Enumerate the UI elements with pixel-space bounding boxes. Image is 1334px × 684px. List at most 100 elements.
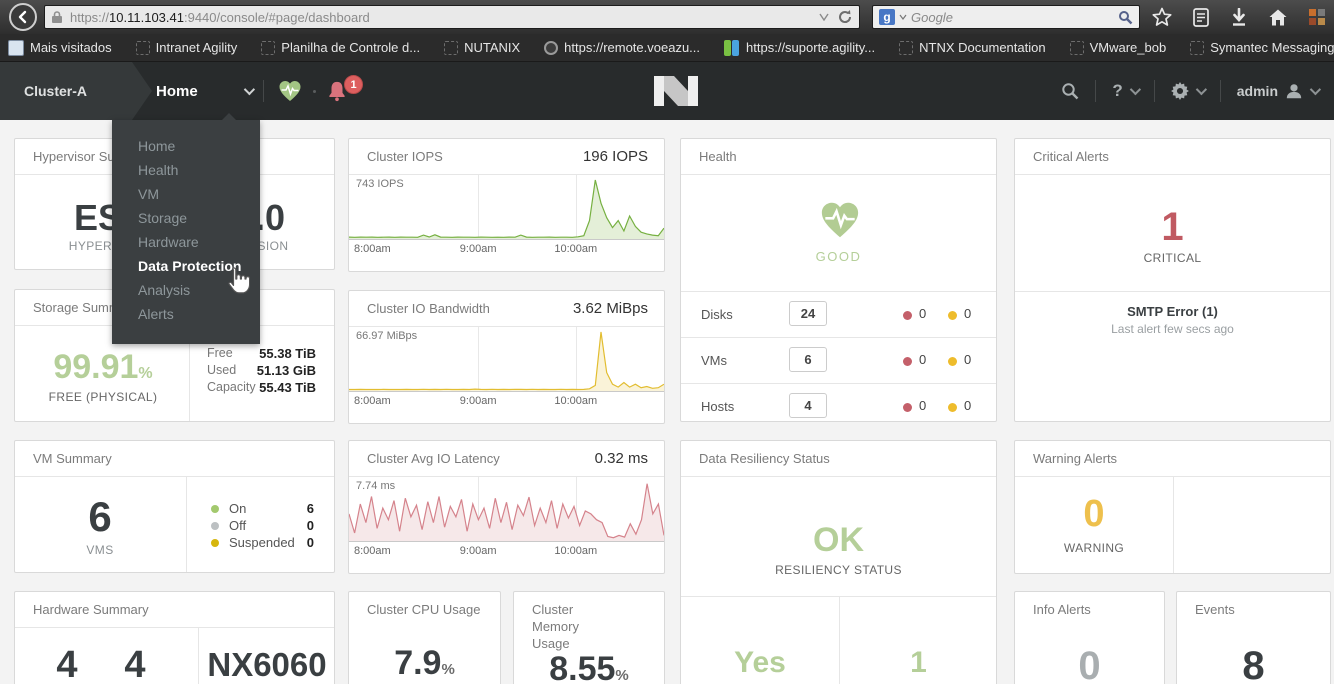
widget-health: Health GOOD Disks 24 0 0 VMs 6 0 0 xyxy=(680,138,997,422)
menu-item-storage[interactable]: Storage xyxy=(138,210,188,226)
hardware-model: NX6060 xyxy=(207,646,327,683)
menu-item-data-protection[interactable]: Data Protection xyxy=(138,258,242,274)
web-search-input[interactable] xyxy=(911,9,1114,25)
search-box[interactable]: g xyxy=(872,5,1140,29)
color-favicon xyxy=(724,39,740,56)
google-favicon: g xyxy=(879,9,895,25)
menu-item-health[interactable]: Health xyxy=(138,162,179,178)
widget-title: Cluster Memory Usage xyxy=(532,602,579,651)
chevron-down-icon xyxy=(243,83,255,96)
user-menu[interactable]: admin xyxy=(1221,82,1334,100)
iops-max-label: 743 IOPS xyxy=(356,178,404,190)
storage-row: Used 51.13 GiB xyxy=(207,363,316,378)
downloads-icon[interactable] xyxy=(1230,7,1248,27)
widget-title: Cluster CPU Usage xyxy=(367,602,481,617)
widget-title: Cluster IO Bandwidth xyxy=(349,291,664,327)
search-button[interactable] xyxy=(1045,82,1095,100)
search-engine-dropdown-icon[interactable] xyxy=(899,14,907,20)
menu-item-hardware[interactable]: Hardware xyxy=(138,234,199,250)
placeholder-favicon xyxy=(261,40,276,55)
placeholder-favicon xyxy=(135,40,150,55)
alert-count-badge[interactable]: 1 xyxy=(344,75,363,94)
bandwidth-x-axis: 8:00am 9:00am 10:00am xyxy=(349,391,664,411)
browser-toolbar: https://10.11.103.41:9440/console/#page/… xyxy=(0,0,1334,34)
url-dropdown-icon[interactable] xyxy=(819,13,829,21)
bookmark-item[interactable]: https://suporte.agility... xyxy=(724,39,875,56)
home-icon[interactable] xyxy=(1268,8,1288,27)
chevron-down-icon xyxy=(1195,83,1207,96)
cpu-usage-value: 7.9% xyxy=(394,644,455,682)
widget-hardware-summary: Hardware Summary 4 4 NX6060 xyxy=(14,591,335,684)
page-menu-trigger[interactable]: Home xyxy=(156,62,255,120)
bell-icon xyxy=(329,81,345,102)
bookmark-item[interactable]: Symantec Messaging ... xyxy=(1190,40,1334,55)
bookmark-item[interactable]: Mais visitados xyxy=(8,39,112,56)
question-icon: ? xyxy=(1112,81,1123,100)
bookmarks-panel-icon[interactable] xyxy=(1192,7,1210,27)
vms-count: 6 xyxy=(789,347,827,372)
rebuild-capacity: Yes xyxy=(734,646,786,679)
bandwidth-max-label: 66.97 MiBps xyxy=(356,330,418,342)
hosts-count: 4 xyxy=(789,393,827,418)
menu-item-analysis[interactable]: Analysis xyxy=(138,282,191,298)
iops-current-value: 196 IOPS xyxy=(582,148,648,165)
bandwidth-chart: 66.97 MiBps xyxy=(349,327,664,391)
widget-cluster-iops: Cluster IOPS 196 IOPS 743 IOPS 8:00am 9:… xyxy=(348,138,665,272)
settings-menu[interactable] xyxy=(1155,82,1220,100)
mouse-cursor xyxy=(228,267,250,294)
bookmark-item[interactable]: https://remote.voeazu... xyxy=(544,40,700,55)
menu-item-alerts[interactable]: Alerts xyxy=(138,306,174,322)
alerts-bell-button[interactable] xyxy=(326,62,348,120)
lock-icon xyxy=(52,11,62,23)
widget-title: Data Resiliency Status xyxy=(681,441,996,477)
menu-item-vm[interactable]: VM xyxy=(138,186,159,202)
widget-warning-alerts: Warning Alerts 0 WARNING xyxy=(1014,440,1331,574)
health-row-hosts: Hosts 4 0 0 xyxy=(681,383,996,421)
bookmark-item[interactable]: NTNX Documentation xyxy=(899,40,1046,55)
reload-icon[interactable] xyxy=(837,9,853,25)
critical-label: CRITICAL xyxy=(1143,251,1202,265)
back-button[interactable] xyxy=(9,3,37,31)
help-menu[interactable]: ? xyxy=(1096,81,1153,101)
bookmark-item[interactable]: Planilha de Controle d... xyxy=(261,40,420,55)
widget-title: Cluster IOPS xyxy=(349,139,664,175)
widget-title: Critical Alerts xyxy=(1015,139,1330,175)
widget-cluster-avg-io-latency: Cluster Avg IO Latency 0.32 ms 7.74 ms 8… xyxy=(348,440,665,574)
chevron-down-icon xyxy=(1309,83,1322,96)
bookmark-item[interactable]: NUTANIX xyxy=(444,40,520,55)
vm-state-row: Off 0 xyxy=(211,518,314,535)
health-heart-button[interactable] xyxy=(278,62,302,120)
bookmark-item[interactable]: Intranet Agility xyxy=(135,40,237,55)
vm-count: 6 xyxy=(88,493,112,540)
menu-item-home[interactable]: Home xyxy=(138,138,176,154)
widget-cluster-memory-usage: Cluster Memory Usage 8.55% xyxy=(513,591,665,684)
critical-dot xyxy=(903,357,912,366)
alert-message[interactable]: SMTP Error (1) xyxy=(1127,304,1218,319)
storage-row: Capacity 55.43 TiB xyxy=(207,380,316,395)
widget-vm-summary: VM Summary 6 VMS On 6 Off 0 Suspended 0 xyxy=(14,440,335,573)
warning-label: WARNING xyxy=(1063,541,1125,555)
widget-title: VM Summary xyxy=(15,441,334,477)
search-go-icon[interactable] xyxy=(1118,10,1133,25)
widget-title: Events xyxy=(1195,602,1235,617)
widget-events: Events 8 xyxy=(1176,591,1331,684)
hardware-blocks: 4 xyxy=(56,644,78,684)
widget-info-alerts: Info Alerts 0 xyxy=(1014,591,1165,684)
warning-dot xyxy=(948,311,957,320)
widget-data-resiliency-status: Data Resiliency Status OK RESILIENCY STA… xyxy=(680,440,997,684)
addon-icon[interactable] xyxy=(1308,8,1326,26)
bandwidth-current-value: 3.62 MiBps xyxy=(572,300,648,317)
url-bar[interactable]: https://10.11.103.41:9440/console/#page/… xyxy=(44,5,860,29)
chevron-down-icon xyxy=(1129,83,1141,96)
health-row-disks: Disks 24 0 0 xyxy=(681,291,996,337)
bookmarks-bar: Mais visitados Intranet Agility Planilha… xyxy=(0,34,1334,62)
resiliency-status-label: RESILIENCY STATUS xyxy=(775,563,902,577)
widget-critical-alerts: Critical Alerts 1 CRITICAL SMTP Error (1… xyxy=(1014,138,1331,422)
cluster-name-chip[interactable]: Cluster-A xyxy=(0,62,152,120)
placeholder-favicon xyxy=(444,40,459,55)
health-heart-icon xyxy=(821,202,859,238)
widget-cluster-cpu-usage: Cluster CPU Usage 7.9% xyxy=(348,591,501,684)
widget-title: Hardware Summary xyxy=(15,592,334,628)
bookmark-item[interactable]: VMware_bob xyxy=(1069,40,1166,55)
bookmark-star-icon[interactable] xyxy=(1152,7,1172,27)
